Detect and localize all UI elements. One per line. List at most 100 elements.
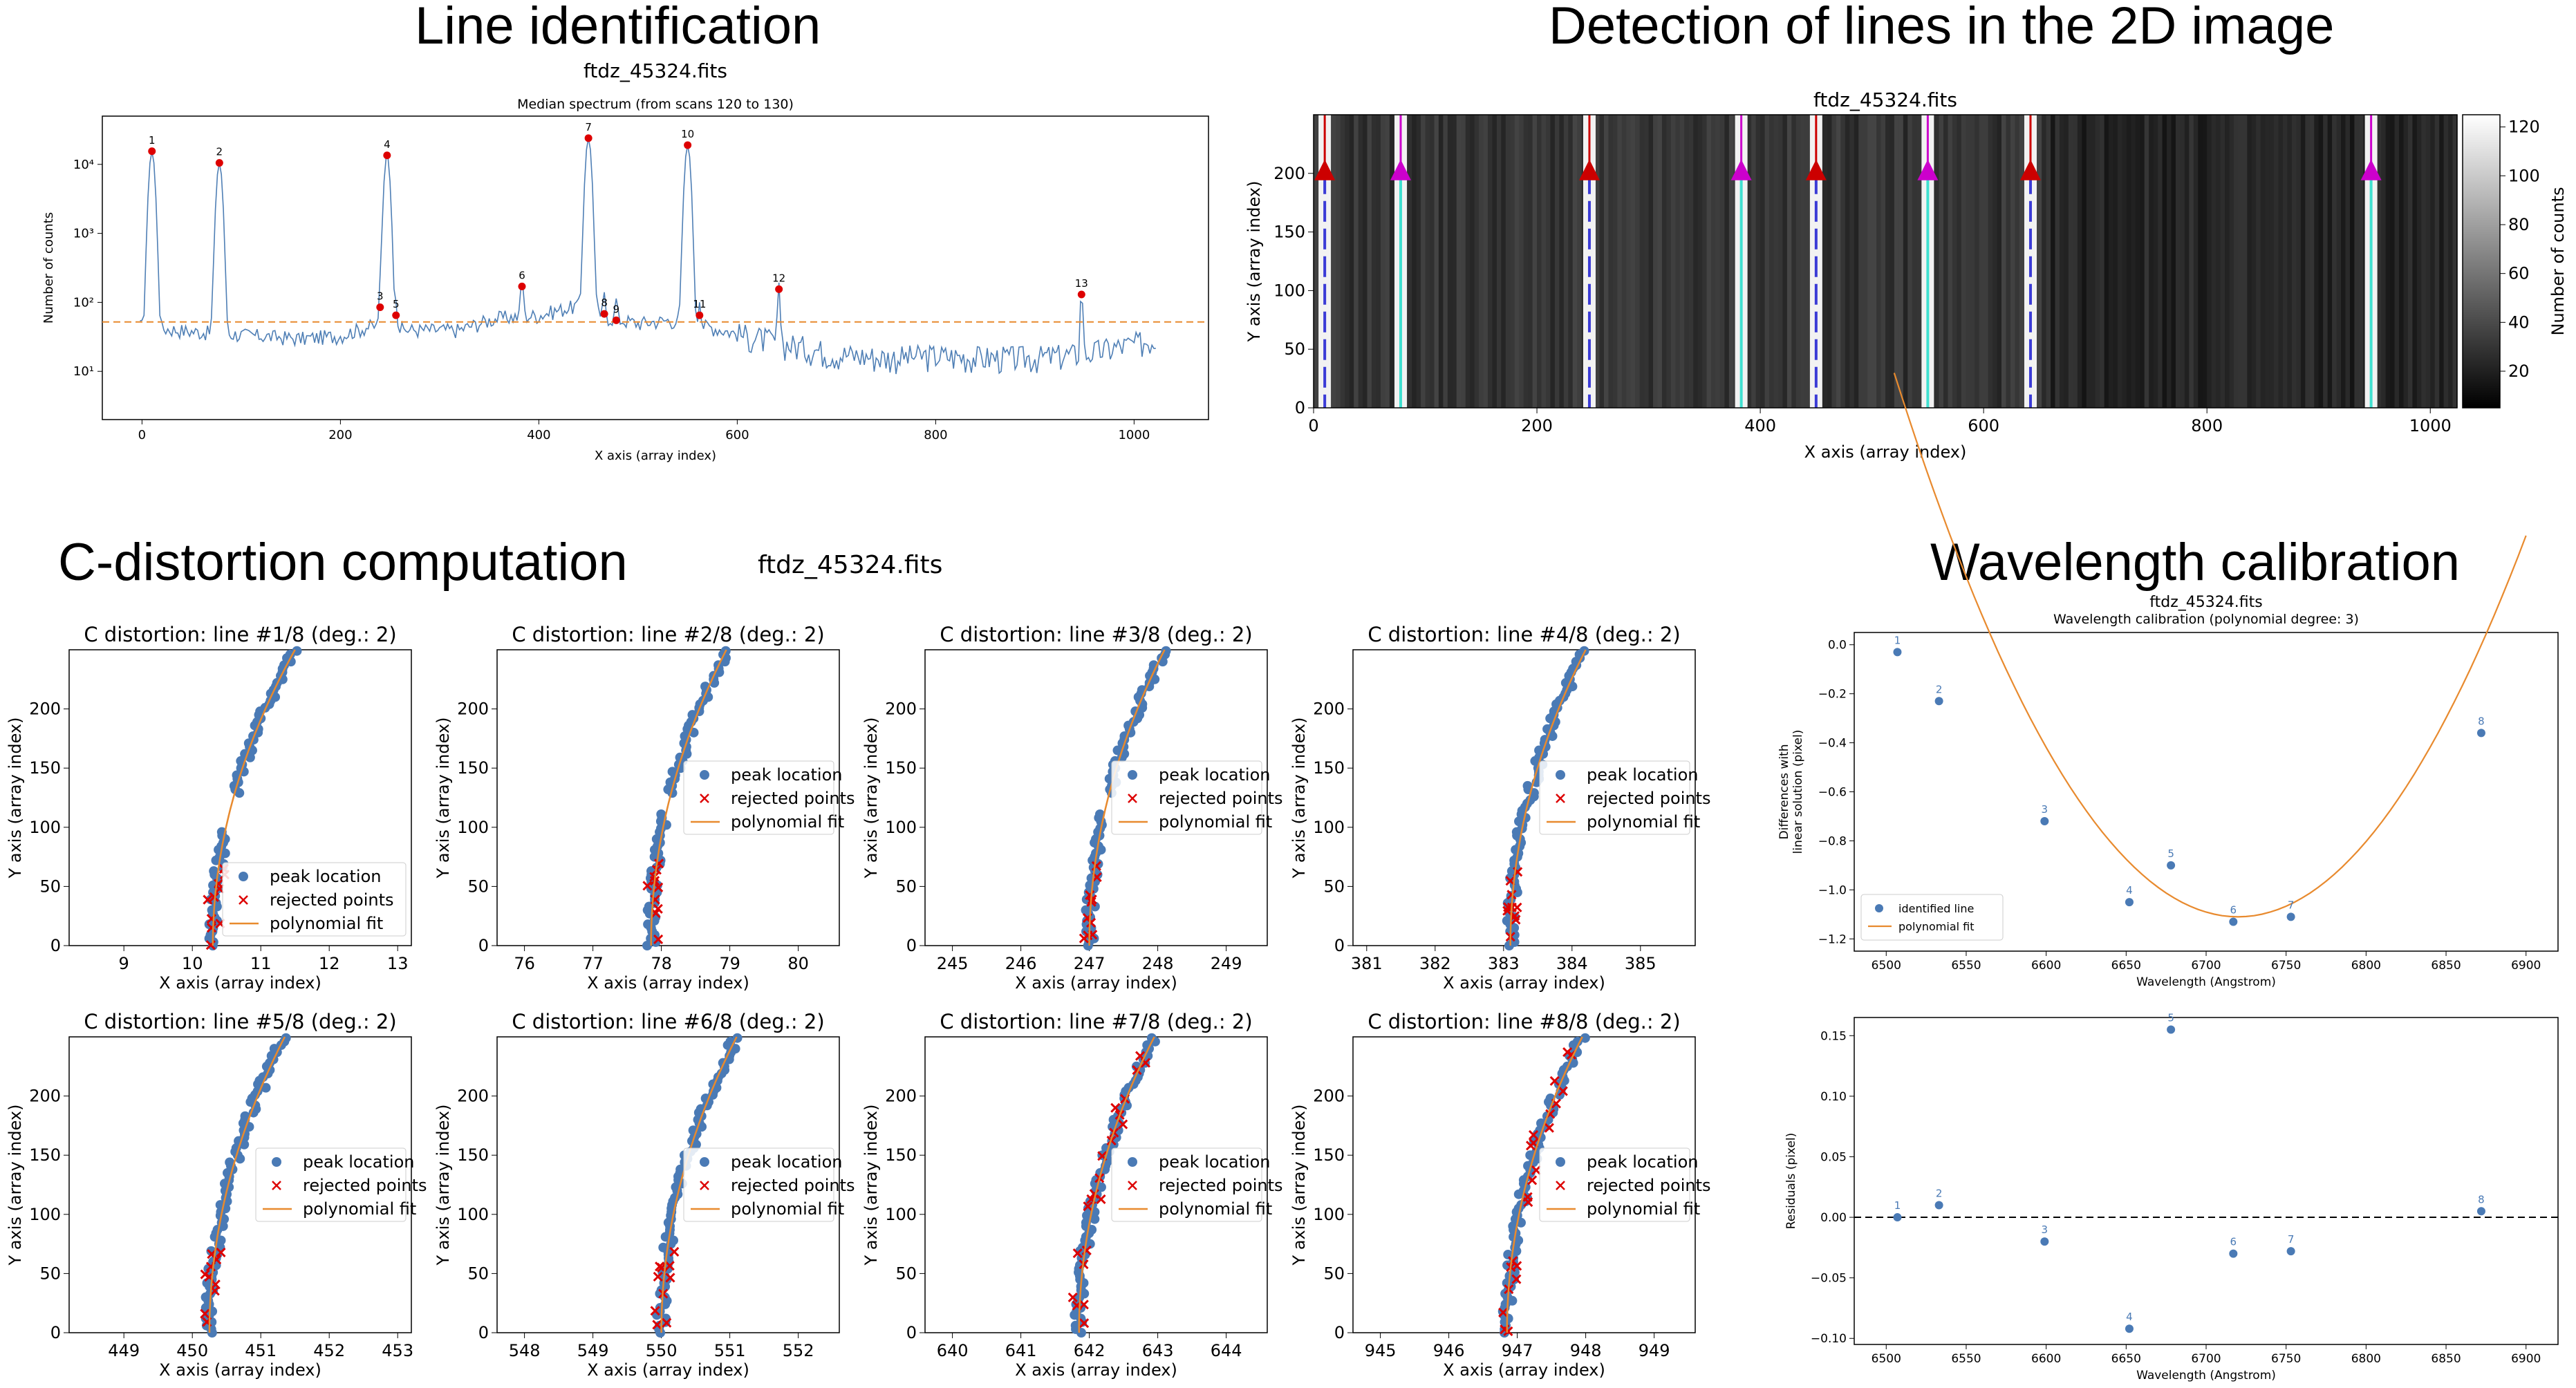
cdist-legend-fit-label: polynomial fit xyxy=(303,1199,416,1219)
residuals-point xyxy=(2040,1237,2049,1246)
cdist-rejected-point xyxy=(203,894,213,905)
cdist-xtick-label: 13 xyxy=(387,954,409,973)
image2d-noise-column xyxy=(2242,115,2248,408)
spectrum-peak-label: 8 xyxy=(601,297,608,309)
image2d-noise-column xyxy=(2175,115,2181,408)
image2d-ytick-label: 100 xyxy=(1273,281,1305,300)
image2d-noise-column xyxy=(1697,115,1703,408)
cdist-peak-point xyxy=(1090,1214,1100,1224)
image2d-noise-column xyxy=(1751,115,1757,408)
image2d-noise-column xyxy=(1724,115,1730,408)
image2d-noise-column xyxy=(2100,115,2105,408)
cdist-legend-fit-label: polynomial fit xyxy=(1159,812,1272,832)
image2d-noise-column xyxy=(2287,115,2293,408)
spectrum-peak-marker xyxy=(612,316,620,324)
wavecal-ytick-label: −0.2 xyxy=(1818,688,1847,702)
cdist-peak-point xyxy=(658,1242,669,1253)
cdist-ylabel: Y axis (array index) xyxy=(1289,1105,1309,1266)
image2d-noise-column xyxy=(1572,115,1578,408)
cdist-xtick-label: 80 xyxy=(787,954,809,973)
cdist-ytick-label: 100 xyxy=(1313,818,1345,837)
wavecal-ytick-label: −0.4 xyxy=(1818,737,1847,751)
image2d-noise-column xyxy=(2193,115,2199,408)
residuals-xtick-label: 6500 xyxy=(1872,1352,1901,1366)
cdist-xtick-label: 641 xyxy=(1005,1341,1037,1360)
spectrum-ylabel: Number of counts xyxy=(41,212,56,323)
cdist-rejected-point xyxy=(653,882,664,892)
cdist-xtick-label: 551 xyxy=(714,1341,746,1360)
image2d-ytick-label: 200 xyxy=(1273,164,1305,183)
image2d-noise-column xyxy=(1550,115,1556,408)
cdist-legend-peak-label: peak location xyxy=(303,1152,414,1172)
image2d-noise-column xyxy=(2269,115,2275,408)
image2d-noise-column xyxy=(1653,115,1659,408)
cdist-ytick-label: 100 xyxy=(457,1205,489,1224)
cdist-legend xyxy=(1539,760,1690,835)
image2d-noise-column xyxy=(1970,115,1975,408)
cdist-ylabel: Y axis (array index) xyxy=(6,1105,25,1266)
image2d-noise-column xyxy=(1661,115,1668,408)
wavecal-point xyxy=(2476,729,2485,738)
wavecal-xtick-label: 6700 xyxy=(2191,959,2221,973)
cdist-panel: C distortion: line #6/8 (deg.: 2) 548 549 5… xyxy=(433,1010,855,1380)
image2d-noise-column xyxy=(2376,115,2382,408)
cdist-panel-title: C distortion: line #2/8 (deg.: 2) xyxy=(512,623,824,646)
cdist-legend-peak-swatch xyxy=(700,1157,709,1167)
image2d-ylabel: Y axis (array index) xyxy=(1244,181,1264,343)
spectrum-peak-label: 6 xyxy=(519,269,525,281)
residuals-xtick-label: 6800 xyxy=(2351,1352,2381,1366)
image2d-noise-column xyxy=(2001,115,2007,408)
cdist-peak-point xyxy=(1580,1033,1590,1043)
image2d-noise-column xyxy=(1786,115,1792,408)
image2d-noise-column xyxy=(2019,115,2024,408)
cdist-rejected-point xyxy=(216,1247,226,1258)
cdist-rejected-point xyxy=(1531,1165,1542,1176)
cdist-ytick-label: 0 xyxy=(906,936,917,955)
residuals-ytick-label: 0.00 xyxy=(1820,1211,1847,1225)
cdist-ytick-label: 200 xyxy=(29,1087,61,1106)
image2d-noise-column xyxy=(1992,115,1998,408)
cdist-ytick-label: 200 xyxy=(457,1087,489,1106)
image2d-noise-column xyxy=(2037,115,2042,408)
cdist-rejected-point xyxy=(650,1306,660,1316)
image2d-noise-column xyxy=(1880,115,1886,408)
cdist-legend-peak-swatch xyxy=(1128,1157,1137,1167)
image2d-noise-column xyxy=(1849,115,1855,408)
image2d-noise-column xyxy=(1514,115,1520,408)
image2d-noise-column xyxy=(1421,115,1426,408)
cdist-rejected-point xyxy=(1508,1256,1518,1266)
cdist-xtick-label: 640 xyxy=(937,1341,969,1360)
image2d-noise-column xyxy=(1425,115,1430,408)
spectrum-ytick-label: 10² xyxy=(73,295,94,310)
image2d-noise-column xyxy=(2327,115,2333,408)
cdist-legend-peak-label: peak location xyxy=(1159,1152,1270,1172)
cdist-fit-line xyxy=(650,649,727,946)
wavecal-ytick-label: −1.0 xyxy=(1818,883,1847,897)
cdist-rejected-point xyxy=(1083,1201,1093,1212)
image2d-noise-column xyxy=(2452,115,2458,408)
cdist-legend-rejected-swatch xyxy=(239,895,248,905)
cdist-ytick-label: 50 xyxy=(1323,876,1345,896)
cdist-ytick-label: 150 xyxy=(29,758,61,778)
cdist-xtick-label: 642 xyxy=(1074,1341,1105,1360)
image2d-line-marker xyxy=(1730,159,1752,180)
image2d-noise-column xyxy=(1568,115,1574,408)
cdist-peak-point xyxy=(261,1082,271,1093)
cdist-xtick-label: 643 xyxy=(1142,1341,1174,1360)
image2d-noise-column xyxy=(2216,115,2221,408)
spectrum-suptitle: ftdz_45324.fits xyxy=(584,59,727,82)
cdist-rejected-point xyxy=(1506,890,1517,900)
wavecal-legend-point-label: identified line xyxy=(1898,902,1974,915)
image2d-noise-column xyxy=(1336,115,1341,408)
cdist-peak-point xyxy=(225,1157,235,1167)
cdist-rejected-point xyxy=(1523,1197,1533,1208)
cdist-rejected-point xyxy=(1079,933,1089,944)
wavecal-point-label: 6 xyxy=(2230,903,2237,916)
image2d-noise-column xyxy=(2251,115,2257,408)
residuals-point xyxy=(2167,1025,2176,1034)
image2d-noise-column xyxy=(1675,115,1681,408)
image2d-noise-column xyxy=(2109,115,2114,408)
image2d-ytick-label: 150 xyxy=(1273,223,1305,242)
image2d-noise-column xyxy=(1608,115,1614,408)
